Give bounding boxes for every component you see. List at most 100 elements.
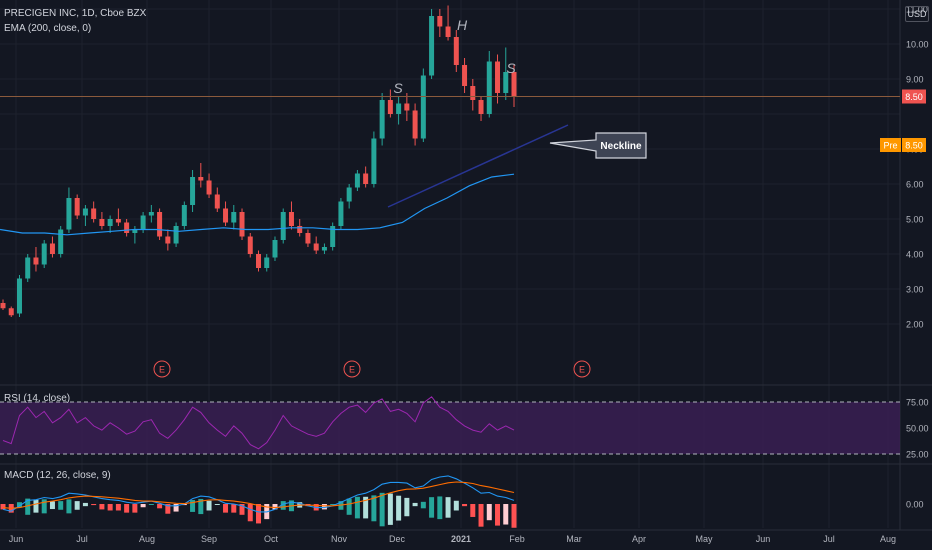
- macd-histogram-bar-2: [16, 502, 22, 508]
- time-tick-label: Jun: [756, 534, 771, 544]
- price-tick-label: 4.00: [906, 250, 924, 260]
- price-tick-label: 11.00: [906, 5, 928, 15]
- macd-histogram-bar-51: [420, 501, 426, 509]
- candle-body-1: [8, 308, 14, 316]
- candle-body-35: [288, 212, 294, 226]
- macd-histogram-bar-6: [49, 501, 55, 510]
- macd-histogram-bar-58: [478, 504, 484, 527]
- macd-histogram-bar-30: [247, 504, 253, 522]
- right-shoulder-label: S: [506, 60, 516, 76]
- macd-histogram-bar-45: [371, 495, 377, 522]
- macd-histogram-bar-23: [190, 500, 196, 512]
- candle-body-61: [503, 72, 509, 93]
- candle-body-44: [363, 173, 369, 184]
- candle-body-2: [16, 278, 22, 314]
- macd-histogram-bar-29: [239, 504, 245, 515]
- macd-histogram-bar-54: [445, 497, 451, 518]
- ema-line: [0, 173, 515, 236]
- candle-body-26: [214, 194, 220, 209]
- price-tick-label: 5.00: [906, 215, 924, 225]
- candle-body-59: [486, 61, 492, 114]
- macd-histogram-bar-17: [140, 504, 146, 508]
- rsi-band: [0, 402, 900, 454]
- candle-body-13: [107, 219, 113, 226]
- candle-body-37: [305, 233, 311, 244]
- macd-histogram-bar-14: [115, 504, 121, 511]
- candle-body-55: [453, 37, 459, 65]
- candle-body-54: [445, 26, 451, 37]
- candle-body-48: [396, 103, 402, 114]
- price-tick-label: 10.00: [906, 40, 929, 50]
- macd-histogram-bar-52: [429, 497, 435, 518]
- candle-body-41: [338, 201, 344, 226]
- candle-body-27: [223, 208, 229, 223]
- candle-body-53: [437, 16, 443, 27]
- macd-histogram-bar-47: [387, 493, 393, 525]
- macd-histogram-bar-42: [346, 498, 352, 515]
- pre-market-badge: [880, 138, 901, 152]
- time-tick-label: 2021: [451, 534, 471, 544]
- macd-histogram-bar-59: [486, 504, 492, 521]
- candle-body-36: [297, 226, 303, 233]
- macd-histogram-bar-4: [33, 499, 39, 513]
- earnings-marker-icon: [153, 360, 171, 378]
- pre-market-badge-text: Pre: [883, 141, 897, 151]
- macd-histogram-bar-21: [173, 504, 179, 512]
- candle-body-50: [412, 110, 418, 139]
- left-shoulder-label: S: [393, 80, 403, 96]
- candle-body-39: [321, 247, 327, 251]
- candle-body-10: [82, 208, 88, 216]
- neckline-callout-box: [549, 132, 647, 159]
- earnings-marker-icon: [343, 360, 361, 378]
- price-tick-label: 6.00: [906, 180, 924, 190]
- macd-tick-label: 0.00: [906, 500, 924, 510]
- macd-histogram-bar-18: [148, 504, 154, 505]
- macd-histogram-bar-20: [165, 504, 171, 514]
- macd-histogram-bar-48: [396, 495, 402, 521]
- candle-body-24: [198, 177, 204, 181]
- candle-body-60: [495, 61, 501, 93]
- time-tick-label: Nov: [331, 534, 348, 544]
- candle-body-29: [239, 212, 245, 237]
- candle-body-6: [49, 243, 55, 254]
- time-tick-label: Apr: [632, 534, 646, 544]
- candle-body-28: [231, 212, 237, 223]
- price-tick-label: 3.00: [906, 285, 924, 295]
- candle-body-43: [354, 173, 360, 188]
- time-tick-label: Dec: [389, 534, 406, 544]
- candle-body-15: [124, 222, 130, 233]
- candle-body-17: [140, 215, 146, 230]
- macd-signal-line: [2, 481, 515, 509]
- time-tick-label: Aug: [880, 534, 896, 544]
- macd-histogram-bar-25: [206, 500, 212, 511]
- currency-button[interactable]: USD: [905, 6, 929, 22]
- macd-histogram-bar-24: [198, 498, 204, 515]
- macd-histogram-bar-44: [363, 496, 369, 519]
- pre-market-price-badge: [902, 138, 926, 152]
- time-tick-label: Oct: [264, 534, 279, 544]
- candle-body-42: [346, 187, 352, 202]
- macd-histogram-bar-56: [462, 504, 468, 507]
- macd-histogram-bar-28: [231, 504, 237, 513]
- macd-histogram-bar-62: [511, 504, 517, 528]
- price-tick-label: 2.00: [906, 320, 924, 330]
- neckline-line: [387, 124, 569, 208]
- head-label: H: [457, 17, 468, 33]
- candle-body-14: [115, 219, 121, 223]
- candle-body-22: [181, 205, 187, 226]
- macd-histogram-bar-8: [66, 499, 72, 514]
- macd-histogram-bar-27: [223, 504, 229, 513]
- candle-body-34: [280, 212, 286, 240]
- candle-body-31: [256, 254, 261, 268]
- candle-body-33: [272, 240, 278, 258]
- candle-body-57: [470, 86, 476, 100]
- rsi-tick-label: 50.00: [906, 424, 929, 434]
- candle-body-46: [379, 100, 385, 139]
- macd-histogram-bar-61: [503, 504, 509, 525]
- time-tick-label: Feb: [509, 534, 525, 544]
- macd-histogram-bar-9: [74, 501, 80, 510]
- macd-histogram-bar-26: [214, 504, 220, 505]
- candle-body-7: [58, 229, 64, 254]
- rsi-legend: RSI (14, close): [4, 393, 71, 404]
